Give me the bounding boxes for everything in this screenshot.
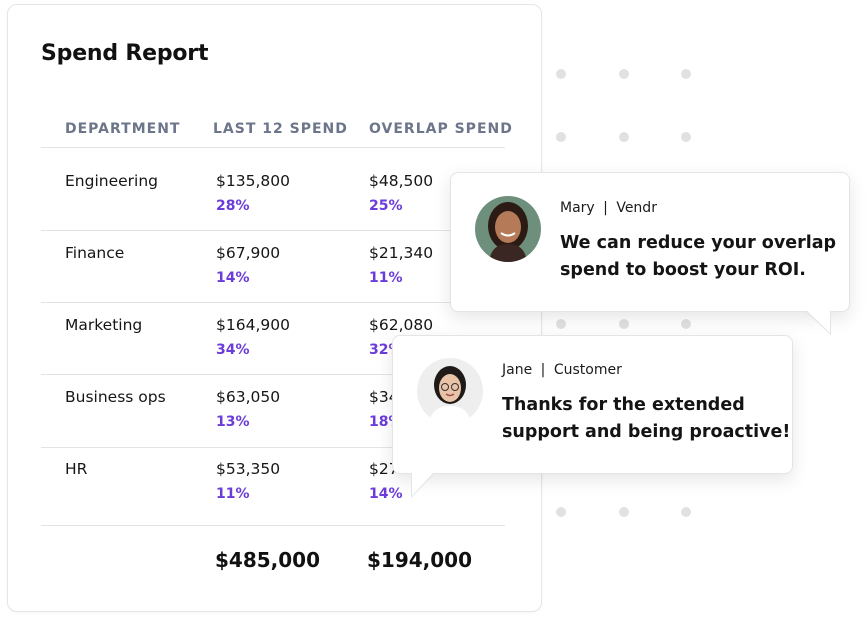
- dot: [681, 69, 691, 79]
- header-divider: [41, 147, 505, 148]
- row-divider: [41, 447, 505, 448]
- chat-bubble-mary: Mary | Vendr We can reduce your overlap …: [450, 172, 850, 335]
- overlap-spend-percent: 14%: [369, 486, 403, 502]
- row-divider: [41, 302, 505, 303]
- message-line: spend to boost your ROI.: [560, 260, 806, 280]
- sender-name: Mary: [560, 200, 595, 216]
- overlap-spend-cell: $34: [369, 388, 399, 406]
- total-last-12-spend: $485,000: [215, 548, 321, 572]
- message-line: We can reduce your overlap: [560, 233, 837, 253]
- overlap-spend-cell: $21,340: [369, 244, 434, 262]
- message-line: support and being proactive!: [502, 422, 791, 442]
- avatar-mary-icon: [475, 196, 541, 262]
- sender-name: Jane: [502, 362, 533, 378]
- sender-line: Mary | Vendr: [560, 200, 657, 216]
- dot: [681, 319, 691, 329]
- dot: [619, 69, 629, 79]
- department-cell: Finance: [65, 244, 125, 262]
- sender-separator: |: [540, 362, 546, 378]
- last-12-spend-percent: 11%: [216, 486, 250, 502]
- dot: [556, 132, 566, 142]
- dot: [556, 507, 566, 517]
- overlap-spend-cell: $48,500: [369, 172, 434, 190]
- bubble-tail-fill: [412, 472, 434, 496]
- overlap-spend-percent: 25%: [369, 198, 403, 214]
- totals-divider: [41, 525, 505, 526]
- column-header-overlap-spend: OVERLAP SPEND: [369, 121, 513, 137]
- sender-line: Jane | Customer: [502, 362, 622, 378]
- last-12-spend-percent: 34%: [216, 342, 250, 358]
- avatar: [475, 196, 541, 262]
- sender-org: Vendr: [616, 200, 657, 216]
- dot: [556, 69, 566, 79]
- overlap-spend-percent: 11%: [369, 270, 403, 286]
- column-header-department: DEPARTMENT: [65, 121, 181, 137]
- sender-separator: |: [603, 200, 608, 216]
- overlap-spend-cell: $27: [369, 460, 399, 478]
- message-line: Thanks for the extended: [502, 395, 745, 415]
- department-cell: Marketing: [65, 316, 143, 334]
- avatar: [417, 358, 483, 424]
- last-12-spend-cell: $135,800: [216, 172, 290, 190]
- dot: [681, 132, 691, 142]
- last-12-spend-cell: $63,050: [216, 388, 281, 406]
- column-header-last-12-spend: LAST 12 SPEND: [213, 121, 348, 137]
- last-12-spend-percent: 14%: [216, 270, 250, 286]
- dot: [681, 507, 691, 517]
- last-12-spend-percent: 28%: [216, 198, 250, 214]
- last-12-spend-cell: $53,350: [216, 460, 281, 478]
- department-cell: HR: [65, 460, 88, 478]
- bubble-tail-fill: [806, 310, 830, 333]
- row-divider: [41, 374, 505, 375]
- row-divider: [41, 230, 505, 231]
- sender-org: Customer: [553, 362, 622, 378]
- last-12-spend-cell: $164,900: [216, 316, 290, 334]
- dot: [619, 507, 629, 517]
- department-cell: Engineering: [65, 172, 158, 190]
- dot: [556, 319, 566, 329]
- last-12-spend-cell: $67,900: [216, 244, 281, 262]
- last-12-spend-percent: 13%: [216, 414, 250, 430]
- chat-bubble-jane: Jane | Customer Thanks for the extended …: [392, 335, 793, 498]
- total-overlap-spend: $194,000: [367, 548, 473, 572]
- page-title: Spend Report: [41, 41, 209, 66]
- overlap-spend-cell: $62,080: [369, 316, 434, 334]
- dot: [619, 319, 629, 329]
- dot: [619, 132, 629, 142]
- message-text: Thanks for the extended support and bein…: [502, 392, 790, 446]
- message-text: We can reduce your overlap spend to boos…: [560, 230, 836, 284]
- avatar-jane-icon: [417, 358, 483, 424]
- department-cell: Business ops: [65, 388, 166, 406]
